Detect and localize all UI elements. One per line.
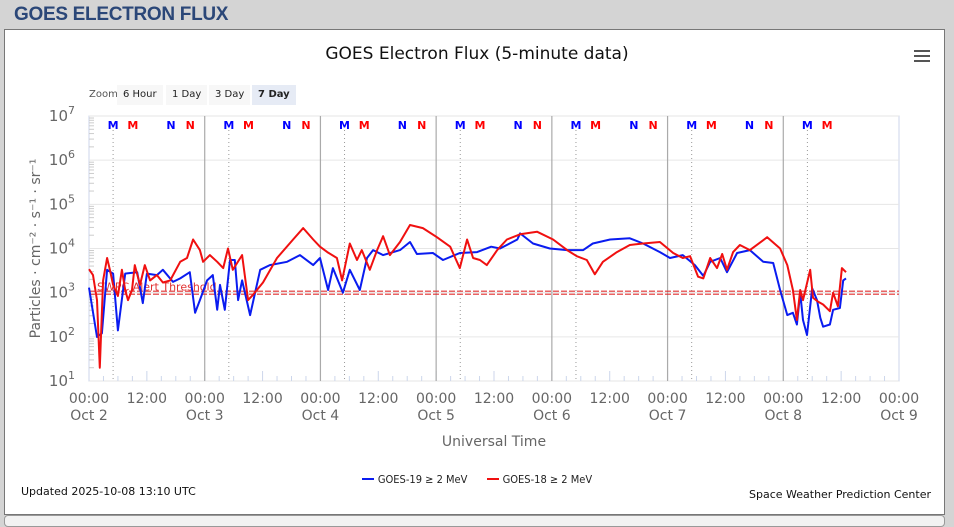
credit-text: Space Weather Prediction Center [749, 488, 931, 501]
marker-m-red: M [590, 119, 601, 132]
y-tick-base: 10 [49, 195, 68, 213]
x-tick-time: 12:00 [358, 391, 398, 407]
marker-m-red: M [474, 119, 485, 132]
y-tick-label: 107 [49, 104, 75, 125]
marker-m-red: M [359, 119, 370, 132]
legend-label: GOES-18 ≥ 2 MeV [502, 472, 593, 486]
x-tick-time: 00:00 [532, 391, 572, 407]
legend-swatch-red [486, 478, 499, 480]
y-axis-title: Particles · cm⁻² · s⁻¹ · sr⁻¹ [28, 159, 44, 339]
zoom-7-day-button[interactable]: 7 Day [252, 85, 296, 105]
y-tick-label: 103 [49, 281, 75, 302]
marker-n-blue: N [398, 119, 407, 132]
y-tick-exponent: 1 [68, 369, 75, 382]
y-tick-exponent: 2 [68, 325, 75, 338]
marker-n-blue: N [166, 119, 175, 132]
marker-n-blue: N [513, 119, 522, 132]
x-tick-time: 00:00 [416, 391, 456, 407]
series-line-goes19 [88, 232, 847, 338]
y-tick-label: 104 [49, 237, 75, 258]
x-tick-time: 00:00 [185, 391, 225, 407]
x-tick-date: Oct 2 [70, 408, 108, 424]
y-tick-base: 10 [49, 240, 68, 258]
marker-n-red: N [648, 119, 657, 132]
updated-timestamp: Updated 2025-10-08 13:10 UTC [21, 485, 196, 498]
page-title: GOES ELECTRON FLUX [14, 4, 229, 25]
marker-n-blue: N [745, 119, 754, 132]
marker-m-blue: M [686, 119, 697, 132]
x-tick-time: 12:00 [474, 391, 514, 407]
x-tick-time: 12:00 [821, 391, 861, 407]
marker-m-red: M [706, 119, 717, 132]
y-tick-base: 10 [49, 372, 68, 390]
marker-m-blue: M [802, 119, 813, 132]
x-tick-time: 00:00 [647, 391, 687, 407]
marker-m-red: M [822, 119, 833, 132]
x-tick-time: 00:00 [763, 391, 803, 407]
marker-m-red: M [127, 119, 138, 132]
y-tick-exponent: 3 [68, 281, 75, 294]
marker-m-blue: M [455, 119, 466, 132]
threshold-label: SWPC Alert Threshold [97, 281, 217, 294]
marker-m-blue: M [223, 119, 234, 132]
y-tick-base: 10 [49, 107, 68, 125]
x-tick-date: Oct 8 [764, 408, 802, 424]
marker-m-red: M [243, 119, 254, 132]
x-tick-date: Oct 7 [649, 408, 687, 424]
marker-n-red: N [417, 119, 426, 132]
x-tick-time: 00:00 [879, 391, 919, 407]
y-tick-base: 10 [49, 151, 68, 169]
zoom-1-day-button[interactable]: 1 Day [166, 85, 208, 105]
x-tick-time: 12:00 [242, 391, 282, 407]
x-tick-time: 00:00 [69, 391, 109, 407]
zoom-3-day-button[interactable]: 3 Day [209, 85, 251, 105]
legend-item-goes19[interactable]: GOES-19 ≥ 2 MeV [361, 472, 468, 486]
marker-m-blue: M [570, 119, 581, 132]
zoom-6-hour-button[interactable]: 6 Hour [117, 85, 163, 105]
legend-item-goes18[interactable]: GOES-18 ≥ 2 MeV [486, 472, 593, 486]
marker-n-blue: N [629, 119, 638, 132]
legend: GOES-19 ≥ 2 MeV GOES-18 ≥ 2 MeV [0, 470, 954, 486]
x-tick-time: 12:00 [127, 391, 167, 407]
x-tick-date: Oct 5 [417, 408, 455, 424]
y-tick-label: 102 [49, 325, 75, 346]
y-tick-exponent: 4 [68, 237, 75, 250]
x-tick-time: 12:00 [705, 391, 745, 407]
y-tick-label: 106 [49, 148, 75, 169]
y-tick-base: 10 [49, 328, 68, 346]
marker-n-blue: N [282, 119, 291, 132]
x-tick-date: Oct 6 [533, 408, 571, 424]
marker-n-red: N [764, 119, 773, 132]
marker-n-red: N [186, 119, 195, 132]
legend-label: GOES-19 ≥ 2 MeV [377, 472, 468, 486]
y-tick-exponent: 6 [68, 148, 75, 161]
marker-n-red: N [301, 119, 310, 132]
marker-m-blue: M [108, 119, 119, 132]
x-axis-title: Universal Time [442, 434, 546, 450]
x-tick-date: Oct 4 [302, 408, 340, 424]
x-tick-time: 12:00 [590, 391, 630, 407]
chart-title: GOES Electron Flux (5-minute data) [325, 44, 629, 64]
x-tick-date: Oct 3 [186, 408, 224, 424]
series-line-goes18 [88, 224, 847, 369]
y-tick-exponent: 5 [68, 192, 75, 205]
y-tick-label: 105 [49, 192, 75, 213]
y-tick-exponent: 7 [68, 104, 75, 117]
legend-swatch-blue [361, 478, 374, 480]
marker-n-red: N [533, 119, 542, 132]
page-header: GOES ELECTRON FLUX [0, 0, 954, 28]
hamburger-menu-icon[interactable] [914, 50, 930, 62]
marker-m-blue: M [339, 119, 350, 132]
x-tick-time: 00:00 [300, 391, 340, 407]
zoom-label: Zoom [89, 89, 118, 100]
y-tick-base: 10 [49, 284, 68, 302]
x-tick-date: Oct 9 [880, 408, 918, 424]
y-tick-label: 101 [49, 369, 75, 390]
